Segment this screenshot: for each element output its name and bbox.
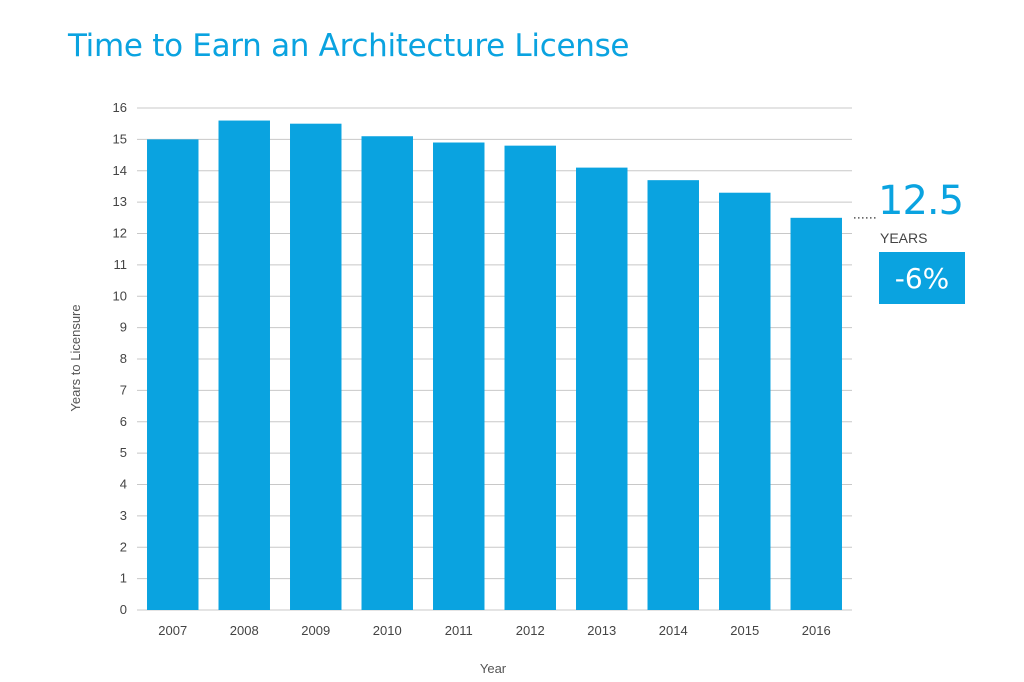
x-tick-label: 2008 <box>230 623 259 638</box>
x-tick-label: 2011 <box>445 623 473 638</box>
callout-value: 12.5 <box>878 178 964 224</box>
y-tick-label: 4 <box>120 477 127 492</box>
y-tick-label: 2 <box>120 539 127 554</box>
x-tick-label: 2010 <box>373 623 402 638</box>
x-tick-label: 2016 <box>802 623 831 638</box>
y-tick-label: 10 <box>113 288 127 303</box>
bar-2009 <box>290 123 342 610</box>
bar-2016 <box>790 217 842 610</box>
x-tick-label: 2014 <box>659 623 688 638</box>
x-axis-ticks: 2007 2008 2009 2010 2011 2012 2013 2014 2015 2016 <box>158 623 830 638</box>
y-tick-label: 0 <box>120 602 127 617</box>
bars <box>147 120 842 611</box>
callout-unit: YEARS <box>880 230 928 246</box>
y-tick-label: 15 <box>113 131 127 146</box>
bar-2014 <box>647 180 699 610</box>
x-tick-label: 2012 <box>516 623 545 638</box>
bar-2010 <box>361 136 413 611</box>
y-tick-label: 14 <box>113 163 127 178</box>
bar-2012 <box>504 145 556 610</box>
bar-2008 <box>218 120 270 611</box>
x-axis-title: Year <box>480 661 507 676</box>
bar-2015 <box>719 192 771 610</box>
callout-change-badge: -6% <box>879 252 965 304</box>
y-tick-label: 13 <box>113 194 127 209</box>
x-tick-label: 2013 <box>587 623 616 638</box>
y-tick-label: 7 <box>120 382 127 397</box>
bar-2011 <box>433 142 485 610</box>
chart-title: Time to Earn an Architecture License <box>68 28 630 64</box>
bar-2013 <box>576 167 628 611</box>
bar-2007 <box>147 139 199 610</box>
x-tick-label: 2009 <box>301 623 330 638</box>
y-tick-label: 11 <box>114 257 128 272</box>
y-tick-label: 1 <box>120 571 127 586</box>
callout-change-text: -6% <box>894 261 950 295</box>
y-tick-label: 12 <box>113 226 127 241</box>
y-tick-label: 5 <box>120 445 127 460</box>
x-tick-label: 2015 <box>730 623 759 638</box>
y-tick-label: 6 <box>120 414 127 429</box>
y-tick-label: 9 <box>120 320 127 335</box>
y-tick-label: 16 <box>113 100 127 115</box>
x-tick-label: 2007 <box>158 623 187 638</box>
y-axis-title: Years to Licensure <box>68 304 83 411</box>
y-tick-label: 8 <box>120 351 127 366</box>
y-tick-label: 3 <box>120 508 127 523</box>
